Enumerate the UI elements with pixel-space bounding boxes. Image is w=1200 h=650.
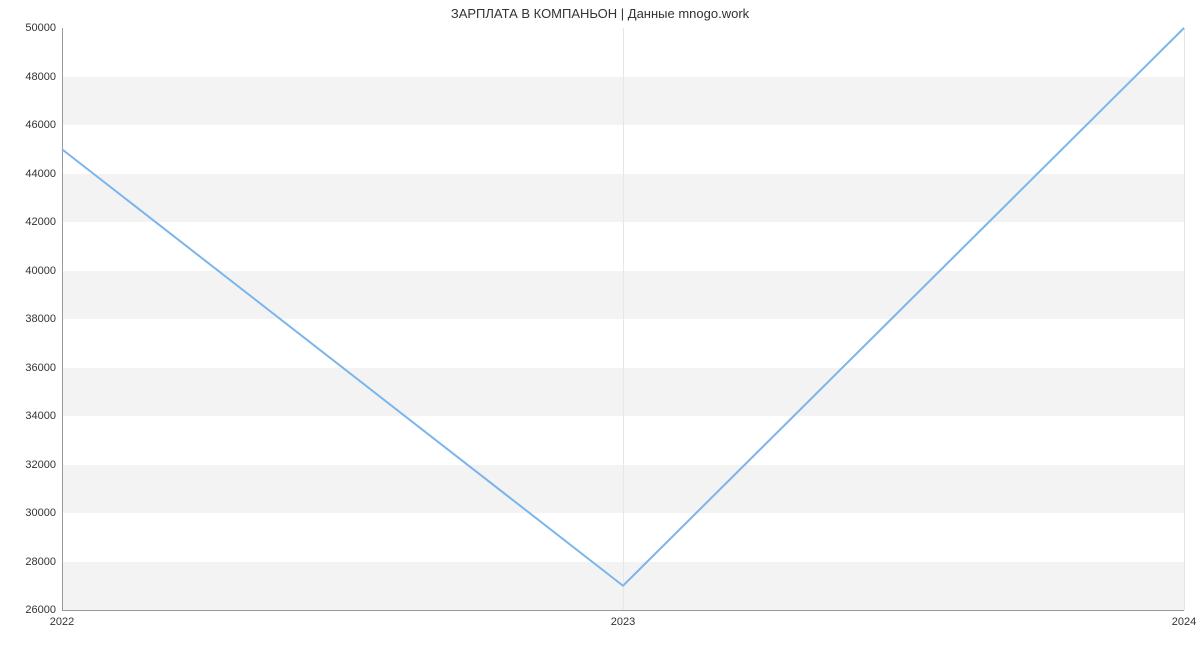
chart-title: ЗАРПЛАТА В КОМПАНЬОН | Данные mnogo.work [0, 6, 1200, 21]
x-tick-label: 2022 [50, 610, 74, 628]
y-tick-label: 28000 [25, 556, 62, 568]
y-tick-label: 38000 [25, 313, 62, 325]
y-tick-label: 46000 [25, 119, 62, 131]
series-line-salary [62, 28, 1184, 586]
salary-line-chart: ЗАРПЛАТА В КОМПАНЬОН | Данные mnogo.work… [0, 0, 1200, 650]
y-tick-label: 40000 [25, 265, 62, 277]
y-tick-label: 50000 [25, 22, 62, 34]
y-tick-label: 42000 [25, 216, 62, 228]
y-tick-label: 30000 [25, 507, 62, 519]
plot-area: 2600028000300003200034000360003800040000… [62, 28, 1184, 610]
y-tick-label: 48000 [25, 71, 62, 83]
y-tick-label: 32000 [25, 459, 62, 471]
x-tick-label: 2023 [611, 610, 635, 628]
x-gridline [1184, 28, 1185, 610]
y-tick-label: 36000 [25, 362, 62, 374]
y-tick-label: 34000 [25, 410, 62, 422]
x-axis-line [62, 610, 1184, 611]
x-tick-label: 2024 [1172, 610, 1196, 628]
line-layer [62, 28, 1184, 610]
y-tick-label: 44000 [25, 168, 62, 180]
